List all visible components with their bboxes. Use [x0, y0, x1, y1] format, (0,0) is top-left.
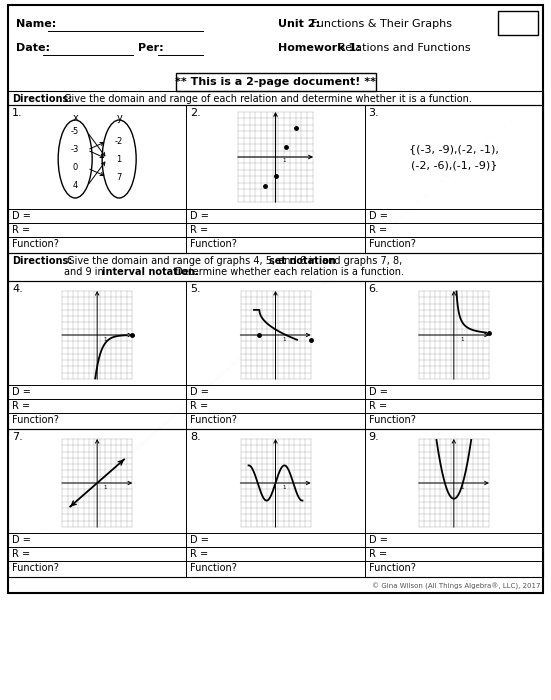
Text: 6.: 6. [369, 284, 379, 294]
Text: © Gina Wilson (All Things Algebra®, LLC), 2017: © Gina Wilson (All Things Algebra®, LLC)… [371, 583, 540, 590]
Text: 8.: 8. [190, 432, 201, 442]
Text: 4.: 4. [12, 284, 23, 294]
Bar [8, 253, 543, 281]
Text: D =: D = [369, 387, 387, 397]
Text: R =: R = [369, 225, 387, 235]
Text: R =: R = [190, 401, 208, 411]
Text: 3.: 3. [369, 108, 379, 118]
Text: R =: R = [190, 225, 208, 235]
Text: Function?: Function? [369, 415, 415, 425]
Text: (-2, -6),(-1, -9)}: (-2, -6),(-1, -9)} [410, 160, 497, 170]
Text: ** This is a 2-page document! **: ** This is a 2-page document! ** [175, 77, 376, 87]
Text: Relations and Functions: Relations and Functions [338, 43, 471, 53]
Text: set notation: set notation [269, 256, 336, 266]
Text: 7.: 7. [12, 432, 23, 442]
Text: 1: 1 [460, 337, 464, 342]
Text: Per:: Per: [138, 43, 164, 53]
Text: Give the domain and range of each relation and determine whether it is a functio: Give the domain and range of each relati… [64, 94, 472, 104]
Text: 7: 7 [116, 172, 122, 181]
Text: y: y [116, 113, 122, 123]
Text: 1: 1 [104, 485, 107, 490]
Text: 1.: 1. [12, 108, 23, 118]
Bar [8, 105, 543, 253]
Text: 1: 1 [104, 337, 107, 342]
Text: 1: 1 [117, 155, 122, 164]
Bar [8, 281, 543, 429]
Bar [8, 429, 543, 577]
Text: -3: -3 [71, 146, 79, 155]
Text: Name:: Name: [16, 19, 56, 29]
Text: 1: 1 [282, 485, 285, 490]
Text: Determine whether each relation is a function.: Determine whether each relation is a fun… [169, 267, 404, 277]
Text: R =: R = [190, 549, 208, 559]
Text: {(-3, -9),(-2, -1),: {(-3, -9),(-2, -1), [409, 144, 499, 154]
Bar [498, 11, 538, 35]
Text: -2: -2 [115, 136, 123, 146]
Text: Unit 2:: Unit 2: [278, 19, 320, 29]
Text: Directions:: Directions: [12, 94, 72, 104]
Text: 5.: 5. [190, 284, 201, 294]
Text: 1: 1 [282, 158, 286, 163]
Text: Date:: Date: [16, 43, 50, 53]
Text: 1: 1 [282, 337, 285, 342]
Text: Homework 1:: Homework 1: [278, 43, 361, 53]
Text: Function?: Function? [12, 563, 59, 573]
Text: -5: -5 [71, 127, 79, 136]
Text: and 9 in: and 9 in [64, 267, 107, 277]
Text: R =: R = [369, 549, 387, 559]
Text: D =: D = [12, 387, 31, 397]
Text: D =: D = [190, 211, 209, 221]
Text: R =: R = [12, 549, 30, 559]
Bar [8, 91, 543, 105]
Text: Function?: Function? [12, 239, 59, 249]
Text: D =: D = [190, 535, 209, 545]
Text: 0: 0 [73, 164, 78, 172]
Bar [8, 5, 543, 593]
Text: Give the domain and range of graphs 4, 5, and 6 in: Give the domain and range of graphs 4, 5… [64, 256, 321, 266]
Text: Function?: Function? [190, 563, 237, 573]
Text: Function?: Function? [369, 239, 415, 249]
Text: Functions & Their Graphs: Functions & Their Graphs [311, 19, 452, 29]
Text: 1: 1 [460, 485, 464, 490]
Text: interval notation.: interval notation. [102, 267, 198, 277]
Text: D =: D = [190, 387, 209, 397]
Text: 2.: 2. [190, 108, 201, 118]
Text: 9.: 9. [369, 432, 380, 442]
Text: D =: D = [369, 535, 387, 545]
Text: Function?: Function? [12, 415, 59, 425]
Text: and graphs 7, 8,: and graphs 7, 8, [319, 256, 402, 266]
Text: 4: 4 [73, 181, 78, 190]
Text: D =: D = [12, 535, 31, 545]
Text: D =: D = [369, 211, 387, 221]
Text: R =: R = [12, 225, 30, 235]
Text: R =: R = [369, 401, 387, 411]
Text: Function?: Function? [369, 563, 415, 573]
Text: Directions:: Directions: [12, 256, 72, 266]
Text: D =: D = [12, 211, 31, 221]
Text: R =: R = [12, 401, 30, 411]
Bar [176, 73, 375, 91]
Text: x: x [72, 113, 78, 123]
Text: Function?: Function? [190, 415, 237, 425]
Text: Function?: Function? [190, 239, 237, 249]
